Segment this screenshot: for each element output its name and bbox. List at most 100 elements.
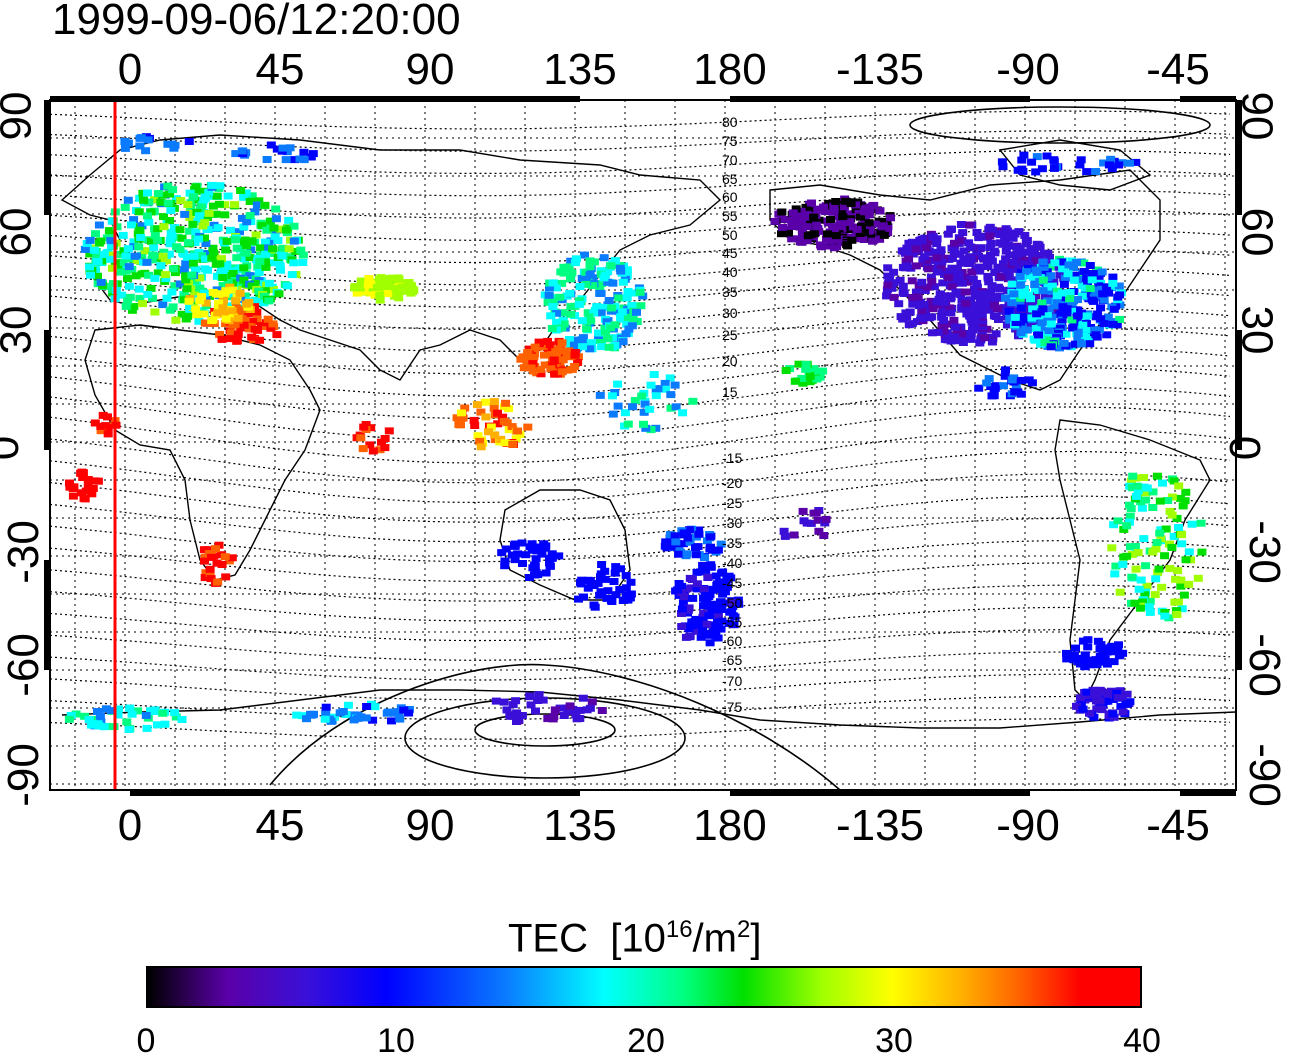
tec-cell bbox=[813, 516, 823, 524]
tec-cell bbox=[809, 509, 819, 517]
tec-cell bbox=[118, 258, 128, 266]
tec-cell bbox=[513, 427, 523, 435]
tec-cell bbox=[705, 639, 715, 647]
tec-cell bbox=[708, 546, 717, 554]
tec-cell bbox=[1095, 705, 1105, 713]
tec-cell bbox=[583, 576, 593, 584]
tec-cell bbox=[289, 237, 299, 245]
tec-cell bbox=[1148, 488, 1158, 496]
tec-cell bbox=[678, 540, 688, 548]
tec-cell bbox=[708, 603, 718, 611]
tec-cell bbox=[1052, 292, 1062, 300]
tec-cell bbox=[549, 356, 559, 364]
tec-cell bbox=[538, 696, 548, 704]
lon-tick-top: -90 bbox=[996, 45, 1060, 94]
tec-cell bbox=[730, 613, 740, 621]
tec-cell bbox=[197, 202, 206, 209]
tec-cell bbox=[1068, 324, 1078, 332]
tec-cell bbox=[1042, 152, 1052, 160]
tec-cell bbox=[1157, 583, 1167, 591]
tec-cell bbox=[803, 232, 813, 240]
tec-cell bbox=[990, 384, 1000, 392]
tec-cell bbox=[943, 254, 953, 262]
tec-cell bbox=[957, 330, 967, 338]
tec-cell bbox=[1022, 272, 1032, 280]
tec-cell bbox=[1167, 511, 1177, 519]
tec-cell bbox=[106, 237, 116, 245]
tec-cell bbox=[170, 709, 180, 717]
tec-cell bbox=[163, 199, 173, 207]
tec-cell bbox=[989, 247, 999, 255]
tec-cell bbox=[200, 234, 209, 242]
tec-cell bbox=[549, 298, 559, 306]
tec-cell bbox=[1118, 708, 1128, 716]
tec-cell bbox=[595, 591, 605, 599]
tec-cell bbox=[85, 236, 95, 244]
tec-cell bbox=[784, 229, 793, 237]
tec-cell bbox=[1011, 319, 1021, 326]
tec-cell bbox=[606, 324, 615, 332]
tec-cell bbox=[1015, 272, 1025, 280]
tec-cell bbox=[1081, 325, 1091, 333]
tec-cell bbox=[226, 226, 235, 234]
tec-cell bbox=[1076, 156, 1086, 164]
tec-cell bbox=[1113, 694, 1123, 701]
tec-cell bbox=[715, 578, 725, 586]
tec-cell bbox=[565, 275, 575, 283]
tec-cell bbox=[103, 430, 113, 438]
tec-cell bbox=[195, 284, 205, 292]
tec-cell bbox=[1070, 340, 1080, 348]
tec-cell bbox=[717, 617, 727, 625]
tec-cell bbox=[229, 201, 239, 209]
tec-cell bbox=[1141, 496, 1151, 504]
tec-cell bbox=[197, 293, 207, 301]
tec-cell bbox=[94, 722, 104, 730]
contour-label: -70 bbox=[722, 673, 742, 689]
tec-cell bbox=[578, 343, 587, 351]
tec-cell bbox=[1091, 168, 1101, 175]
tec-cell bbox=[610, 341, 620, 349]
tec-cell bbox=[553, 345, 563, 353]
tec-cell bbox=[970, 313, 980, 321]
tec-cell bbox=[358, 445, 368, 453]
tec-cell bbox=[949, 333, 959, 341]
tec-cell bbox=[1160, 612, 1170, 620]
tec-cell bbox=[961, 273, 970, 281]
tec-cell bbox=[798, 507, 808, 515]
tec-cell bbox=[380, 435, 390, 442]
tec-cell bbox=[207, 254, 217, 262]
tec-cell bbox=[395, 715, 405, 723]
tec-cell bbox=[992, 305, 1002, 313]
tec-cell bbox=[282, 282, 292, 290]
tec-cell bbox=[571, 255, 581, 263]
tec-cell bbox=[521, 551, 531, 559]
tec-cell bbox=[185, 189, 195, 197]
tec-cell bbox=[170, 141, 180, 149]
tec-cell bbox=[133, 230, 143, 238]
tec-cell bbox=[570, 351, 580, 359]
tec-cell bbox=[595, 337, 605, 344]
tec-cell bbox=[1024, 376, 1034, 384]
tec-cell bbox=[1085, 709, 1094, 717]
tec-cell bbox=[207, 553, 216, 561]
tec-cell bbox=[247, 192, 257, 200]
tec-cell bbox=[915, 236, 925, 244]
tec-cell bbox=[271, 215, 281, 223]
tec-cell bbox=[1010, 230, 1020, 238]
tec-cell bbox=[356, 434, 366, 442]
tec-cell bbox=[517, 712, 527, 719]
tec-cell bbox=[1079, 259, 1089, 267]
lat-tick-left: 30 bbox=[0, 305, 41, 355]
tec-cell bbox=[789, 531, 799, 539]
tec-cell bbox=[177, 234, 187, 242]
tec-cell bbox=[567, 269, 577, 277]
tec-cell bbox=[565, 289, 575, 297]
tec-cell bbox=[1119, 525, 1129, 533]
colorbar-unit-base: [10 bbox=[610, 916, 666, 961]
tec-cell bbox=[595, 391, 605, 399]
tec-cell bbox=[1141, 562, 1151, 570]
tec-cell bbox=[688, 594, 698, 602]
tec-cell bbox=[204, 188, 214, 196]
tec-cell bbox=[894, 300, 904, 308]
lat-tick-right: -30 bbox=[1239, 520, 1289, 584]
